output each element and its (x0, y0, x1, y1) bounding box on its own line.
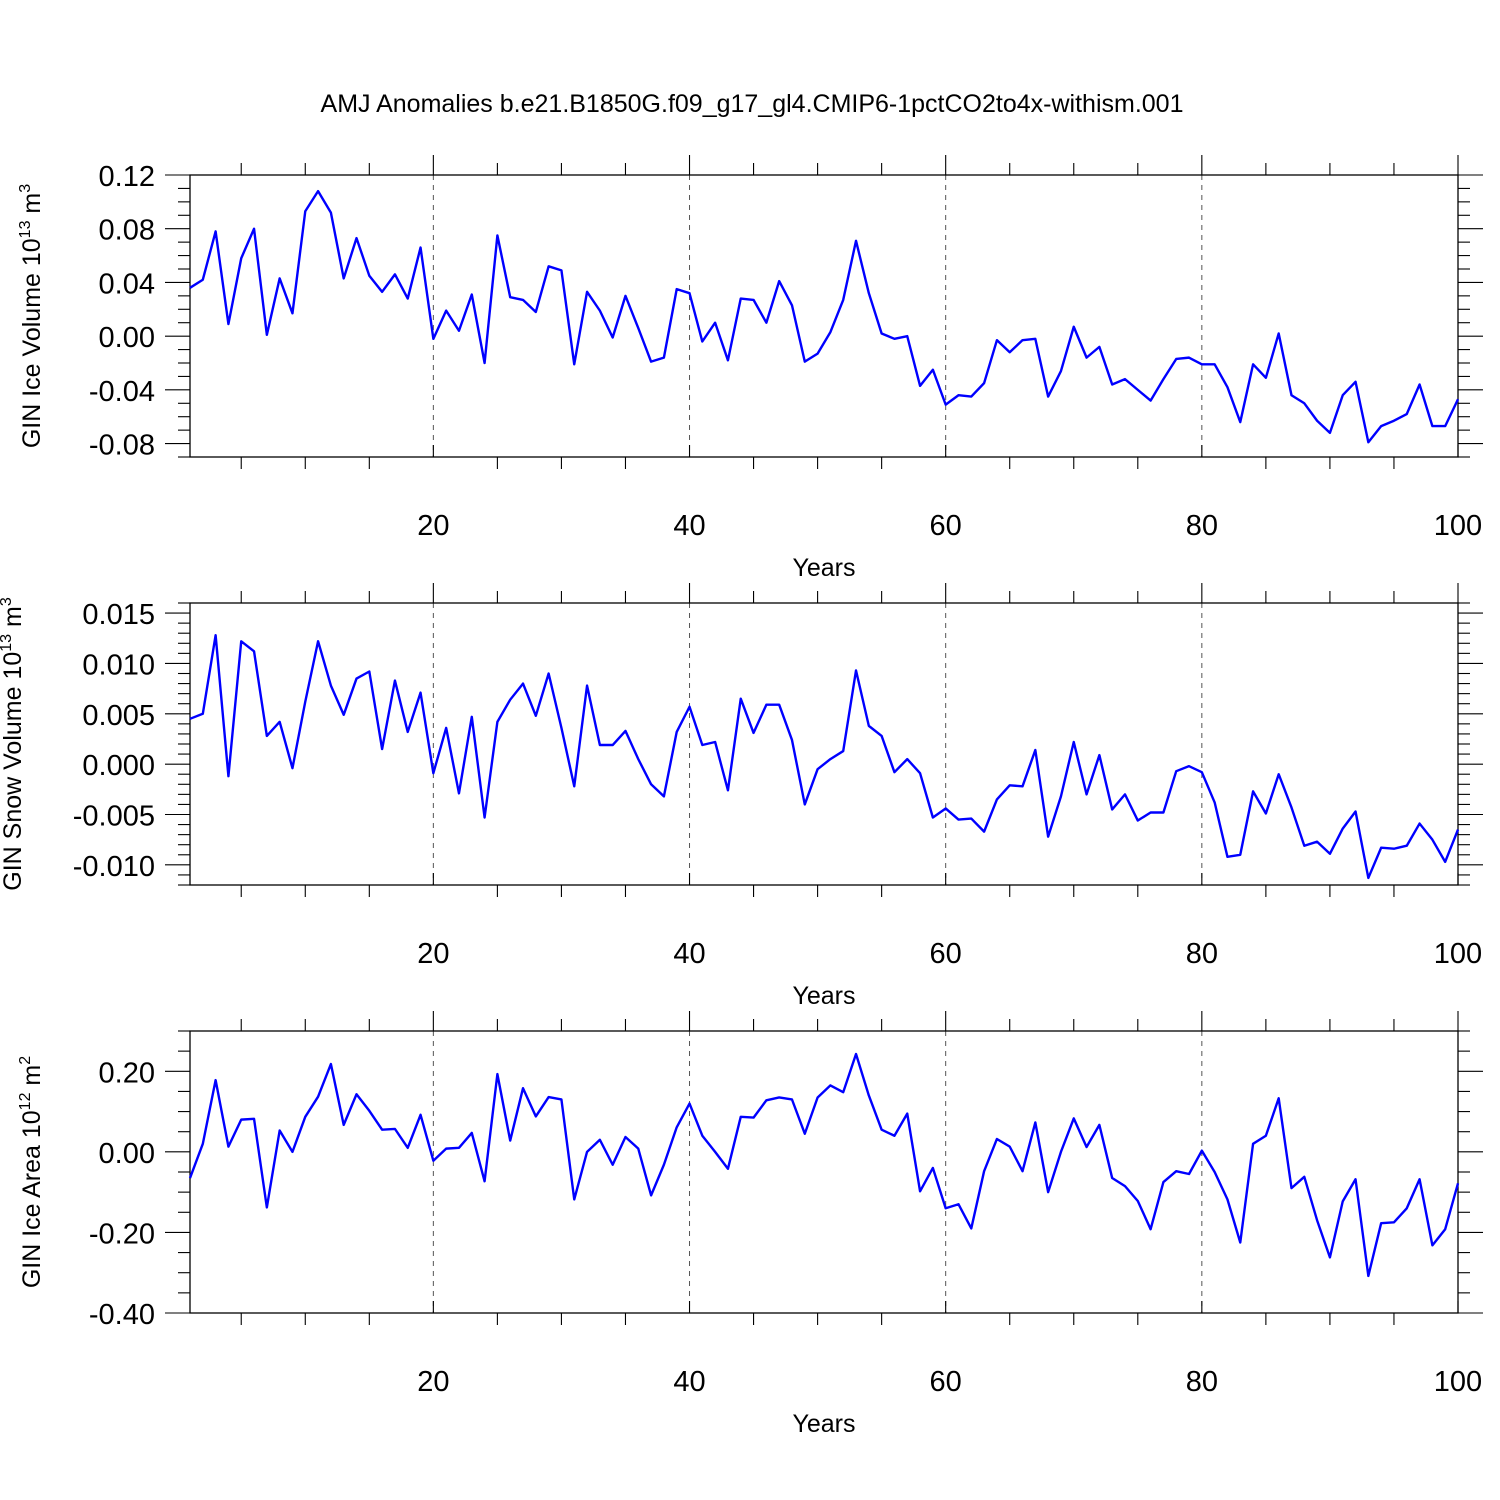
ice-area-line (188, 1052, 1460, 1278)
x-tick-label: 20 (417, 510, 449, 542)
y-tick-label: -0.010 (73, 851, 155, 883)
x-tick-label: 80 (1186, 510, 1218, 542)
x-tick-label: 80 (1186, 1366, 1218, 1398)
x-axis-title: Years (792, 1410, 855, 1438)
y-axis-title: GIN Ice Volume 1013 m3 (17, 184, 46, 448)
x-tick-label: 40 (673, 1366, 705, 1398)
snow-volume-line (189, 634, 1460, 880)
y-tick-label: 0.00 (99, 322, 155, 354)
y-axis-title: GIN Snow Volume 1013 m3 (0, 597, 27, 891)
x-tick-label: 20 (417, 1366, 449, 1398)
panel-snow-volume: 20 40 60 80 100 0.015 0.010 0.005 0.000 -0.005 -0.… (0, 583, 1483, 1010)
plot-frame (189, 1030, 1459, 1314)
chart-title: AMJ Anomalies b.e21.B1850G.f09_g17_gl4.C… (321, 90, 1184, 118)
y-tick-label: -0.20 (89, 1218, 155, 1250)
x-tick-label: 60 (930, 1366, 962, 1398)
y-tick-label: 0.00 (99, 1138, 155, 1170)
y-tick-label: 0.20 (99, 1057, 155, 1089)
x-tick-label: 60 (930, 938, 962, 970)
y-tick-label: 0.015 (82, 599, 155, 631)
x-axis-title: Years (792, 982, 855, 1010)
y-tick-label: 0.000 (82, 750, 155, 782)
x-axis-title: Years (792, 554, 855, 582)
y-tick-label: -0.04 (89, 376, 155, 408)
y-axis-title: GIN Ice Area 1012 m2 (17, 1056, 46, 1288)
y-tick-label: -0.005 (73, 801, 155, 833)
panel-ice-area: 20 40 60 80 100 0.20 0.00 -0.20 -0.40 Years GIN … (17, 1011, 1483, 1438)
ice-volume-line (189, 189, 1460, 444)
y-tick-label: -0.08 (89, 430, 155, 462)
y-tick-label: -0.40 (89, 1299, 155, 1331)
y-tick-label: 0.08 (99, 215, 155, 247)
x-tick-label: 100 (1434, 510, 1482, 542)
y-tick-label: 0.010 (82, 649, 155, 681)
x-tick-label: 100 (1434, 1366, 1482, 1398)
x-tick-label: 100 (1434, 938, 1482, 970)
x-tick-label: 80 (1186, 938, 1218, 970)
y-tick-label: 0.12 (99, 161, 155, 193)
y-tick-label: 0.005 (82, 700, 155, 732)
plot-frame (189, 174, 1459, 458)
x-tick-label: 40 (673, 510, 705, 542)
x-tick-label: 20 (417, 938, 449, 970)
x-tick-label: 40 (673, 938, 705, 970)
y-tick-label: 0.04 (99, 268, 155, 300)
panel-ice-volume: 20 40 60 80 100 0.12 0.08 0.04 0.00 -0.04 -0.08 Ye… (17, 155, 1483, 582)
x-tick-label: 60 (930, 510, 962, 542)
